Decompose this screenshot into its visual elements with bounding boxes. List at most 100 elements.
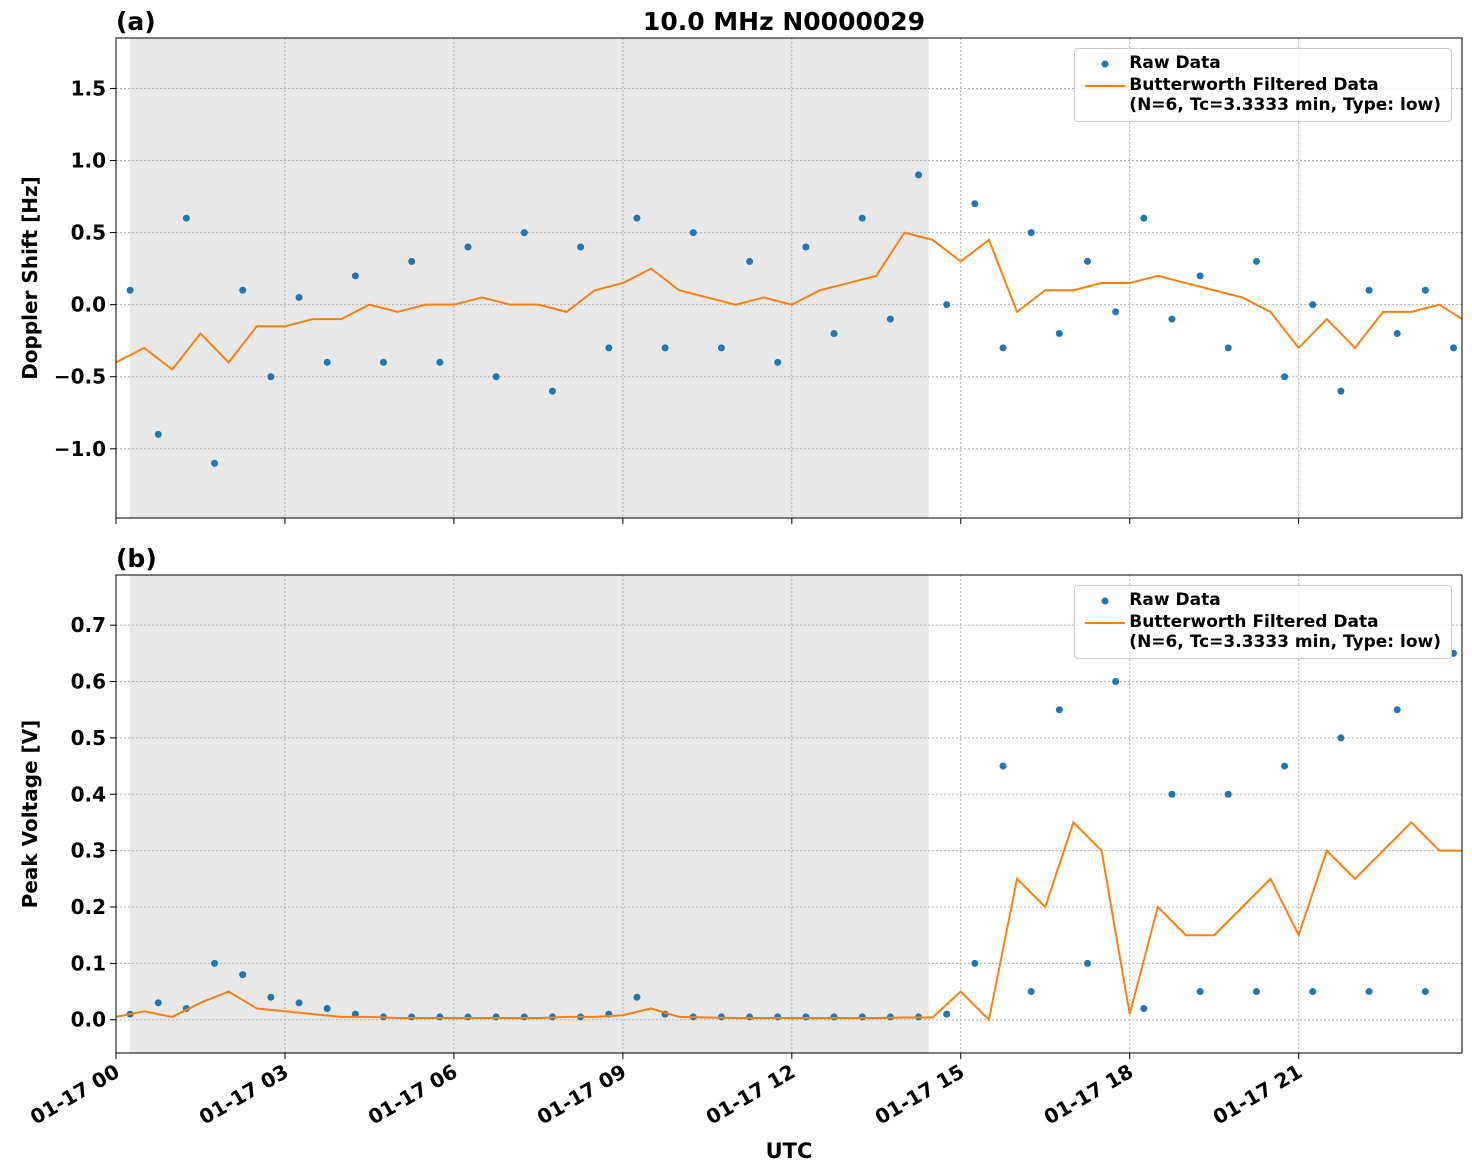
raw-point <box>943 301 951 309</box>
raw-point <box>633 993 641 1001</box>
panel-label: (a) <box>116 7 156 36</box>
y-tick-label: 0.0 <box>71 1008 106 1032</box>
x-tick-label: 01-17 15 <box>871 1059 969 1129</box>
raw-point <box>1196 988 1204 996</box>
legend-dot <box>1101 597 1109 605</box>
raw-point <box>577 243 585 251</box>
raw-point <box>830 1013 838 1021</box>
panel-label: (b) <box>116 544 157 573</box>
raw-point <box>464 243 472 251</box>
raw-point <box>1365 286 1373 294</box>
raw-point <box>605 344 613 352</box>
axes-frame <box>115 37 1463 519</box>
raw-point <box>323 358 331 366</box>
raw-point <box>211 959 219 967</box>
x-tick-label: 01-17 21 <box>1209 1059 1307 1129</box>
legend-marker <box>1101 597 1109 605</box>
raw-point <box>211 459 219 467</box>
raw-point <box>1337 387 1345 395</box>
y-tick-label: 0.0 <box>71 293 106 317</box>
raw-point <box>1083 257 1091 265</box>
night-shade <box>130 38 929 518</box>
axes-frame <box>115 574 1463 1054</box>
legend-entry: Butterworth Filtered Data (N=6, Tc=3.333… <box>1081 612 1441 652</box>
raw-point <box>548 387 556 395</box>
legend-marker <box>1101 60 1109 68</box>
y-tick-label: 1.5 <box>71 76 106 100</box>
raw-point <box>323 1004 331 1012</box>
y-tick-label: 0.5 <box>71 726 106 750</box>
x-tick-label: 01-17 12 <box>702 1059 800 1129</box>
raw-point <box>1421 988 1429 996</box>
raw-point <box>971 200 979 208</box>
raw-point <box>380 358 388 366</box>
raw-point <box>1337 734 1345 742</box>
raw-point <box>1112 308 1120 316</box>
raw-point <box>717 344 725 352</box>
raw-point <box>1393 706 1401 714</box>
raw-point <box>915 171 923 179</box>
legend-key <box>1081 53 1129 75</box>
filtered-line <box>116 820 1462 1022</box>
raw-point <box>1421 286 1429 294</box>
raw-point <box>267 993 275 1001</box>
raw-point <box>520 1013 528 1021</box>
raw-point <box>1168 790 1176 798</box>
filtered-line <box>116 231 1462 371</box>
raw-point <box>774 358 782 366</box>
raw-point <box>267 373 275 381</box>
legend-entry: Raw Data <box>1081 590 1441 612</box>
raw-point <box>1027 229 1035 237</box>
raw-point <box>408 1013 416 1021</box>
raw-point <box>1140 214 1148 222</box>
y-tick-label: 0.7 <box>71 613 106 637</box>
raw-point <box>154 430 162 438</box>
y-tick-label: 0.2 <box>71 895 106 919</box>
y-tick-label: −0.5 <box>54 365 106 389</box>
raw-point <box>1083 959 1091 967</box>
legend-label: Raw Data <box>1129 590 1221 610</box>
raw-point <box>1055 706 1063 714</box>
raw-point <box>633 214 641 222</box>
raw-point <box>408 257 416 265</box>
raw-point <box>1196 272 1204 280</box>
raw-point <box>351 272 359 280</box>
legend: Raw Data Butterworth Filtered Data (N=6, … <box>1074 48 1452 122</box>
raw-point <box>436 1013 444 1021</box>
raw-point <box>802 243 810 251</box>
legend-key <box>1081 590 1129 612</box>
y-tick-label: 0.4 <box>71 782 106 806</box>
raw-point <box>802 1013 810 1021</box>
raw-point <box>1140 1004 1148 1012</box>
raw-point <box>1281 762 1289 770</box>
raw-point <box>971 959 979 967</box>
legend-key <box>1081 612 1129 634</box>
legend-marker <box>1085 622 1126 624</box>
y-tick-label: 0.1 <box>71 951 106 975</box>
raw-point <box>1252 257 1260 265</box>
legend: Raw Data Butterworth Filtered Data (N=6, … <box>1074 585 1452 659</box>
raw-point <box>999 762 1007 770</box>
legend-entry: Raw Data <box>1081 53 1441 75</box>
raw-point <box>464 1013 472 1021</box>
raw-point <box>1224 344 1232 352</box>
raw-point <box>830 329 838 337</box>
legend-label: Butterworth Filtered Data (N=6, Tc=3.333… <box>1129 75 1441 115</box>
legend-key <box>1081 75 1129 97</box>
night-shade <box>130 575 929 1053</box>
x-tick-label: 01-17 09 <box>533 1059 631 1129</box>
x-tick-label: 01-17 03 <box>195 1059 293 1129</box>
raw-point <box>1365 988 1373 996</box>
raw-point <box>126 286 134 294</box>
raw-point <box>1393 329 1401 337</box>
raw-point <box>1252 988 1260 996</box>
raw-point <box>661 344 669 352</box>
y-tick-label: 0.3 <box>71 839 106 863</box>
raw-point <box>1168 315 1176 323</box>
x-axis-label: UTC <box>766 1139 813 1163</box>
y-axis-label: Doppler Shift [Hz] <box>18 176 42 380</box>
raw-point <box>520 229 528 237</box>
raw-point <box>1281 373 1289 381</box>
x-tick-label: 01-17 00 <box>26 1059 124 1129</box>
